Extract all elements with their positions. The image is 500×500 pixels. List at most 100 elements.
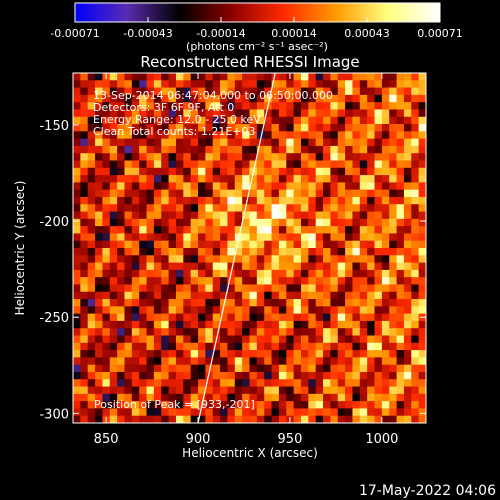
- heatmap-cell: [212, 284, 221, 293]
- heatmap-cell: [300, 226, 309, 234]
- heatmap-cell: [367, 73, 375, 81]
- heatmap-cell: [183, 102, 192, 110]
- heatmap-cell: [278, 415, 287, 423]
- heatmap-cell: [153, 124, 162, 132]
- heatmap-cell: [175, 124, 184, 132]
- heatmap-cell: [308, 196, 317, 205]
- heatmap-cell: [117, 277, 125, 285]
- heatmap-cell: [161, 299, 169, 307]
- heatmap-cell: [418, 306, 426, 315]
- heatmap-cell: [286, 160, 295, 169]
- heatmap-cell: [80, 211, 89, 220]
- heatmap-cell: [315, 138, 324, 147]
- heatmap-cell: [227, 124, 236, 132]
- heatmap-cell: [418, 371, 426, 380]
- heatmap-cell: [117, 335, 125, 344]
- heatmap-cell: [345, 291, 353, 300]
- heatmap-cell: [117, 175, 125, 183]
- heatmap-cell: [146, 175, 155, 183]
- heatmap-cell: [323, 80, 331, 88]
- heatmap-cell: [242, 393, 250, 402]
- heatmap-cell: [286, 313, 295, 322]
- heatmap-cell: [175, 226, 184, 234]
- heatmap-cell: [256, 284, 265, 293]
- heatmap-cell: [139, 167, 147, 176]
- heatmap-cell: [256, 371, 265, 380]
- heatmap-cell: [286, 204, 295, 212]
- heatmap-cell: [161, 262, 169, 271]
- heatmap-cell: [124, 196, 133, 205]
- heatmap-cell: [381, 73, 390, 81]
- heatmap-cell: [205, 218, 214, 227]
- heatmap-cell: [146, 357, 155, 366]
- heatmap-cell: [359, 124, 368, 132]
- heatmap-cell: [168, 357, 177, 366]
- heatmap-cell: [278, 335, 287, 344]
- heatmap-cell: [396, 145, 405, 154]
- heatmap-cell: [139, 262, 147, 271]
- heatmap-cell: [337, 131, 346, 140]
- heatmap-cell: [153, 145, 162, 154]
- heatmap-cell: [198, 102, 206, 110]
- heatmap-cell: [124, 204, 133, 212]
- heatmap-cell: [153, 211, 162, 220]
- heatmap-cell: [337, 109, 346, 118]
- heatmap-cell: [293, 175, 302, 183]
- heatmap-cell: [109, 299, 118, 307]
- heatmap-cell: [102, 124, 111, 132]
- heatmap-cell: [234, 357, 243, 366]
- heatmap-cell: [131, 248, 140, 256]
- heatmap-cell: [220, 335, 228, 344]
- heatmap-cell: [205, 415, 214, 423]
- heatmap-cell: [175, 386, 184, 395]
- heatmap-cell: [286, 393, 295, 402]
- heatmap-cell: [175, 131, 184, 140]
- heatmap-cell: [220, 153, 228, 161]
- heatmap-cell: [374, 211, 383, 220]
- heatmap-cell: [389, 189, 397, 198]
- heatmap-cell: [330, 211, 339, 220]
- heatmap-cell: [330, 415, 339, 423]
- heatmap-cell: [300, 306, 309, 315]
- heatmap-cell: [227, 160, 236, 169]
- heatmap-cell: [190, 393, 199, 402]
- heatmap-cell: [153, 350, 162, 358]
- heatmap-cell: [124, 189, 133, 198]
- heatmap-cell: [139, 145, 147, 154]
- heatmap-cell: [95, 167, 103, 176]
- heatmap-cell: [139, 299, 147, 307]
- heatmap-cell: [227, 291, 236, 300]
- heatmap-cell: [374, 284, 383, 293]
- heatmap-cell: [293, 218, 302, 227]
- heatmap-cell: [411, 240, 420, 249]
- heatmap-cell: [146, 116, 155, 125]
- heatmap-cell: [403, 218, 412, 227]
- x-tick-label: 950: [278, 432, 303, 447]
- heatmap-cell: [345, 233, 353, 242]
- heatmap-cell: [249, 204, 258, 212]
- heatmap-cell: [131, 306, 140, 315]
- heatmap-cell: [264, 189, 272, 198]
- heatmap-cell: [256, 73, 265, 81]
- heatmap-cell: [293, 350, 302, 358]
- heatmap-cell: [153, 189, 162, 198]
- heatmap-cell: [198, 328, 206, 336]
- heatmap-cell: [212, 342, 221, 351]
- heatmap-cell: [330, 204, 339, 212]
- heatmap-cell: [161, 167, 169, 176]
- heatmap-cell: [102, 401, 111, 409]
- heatmap-cell: [308, 73, 317, 81]
- heatmap-cell: [345, 415, 353, 423]
- heatmap-cell: [389, 342, 397, 351]
- heatmap-cell: [117, 87, 125, 96]
- heatmap-cell: [256, 131, 265, 140]
- heatmap-cell: [131, 364, 140, 373]
- heatmap-cell: [73, 189, 81, 198]
- heatmap-cell: [403, 160, 412, 169]
- heatmap-cells: [73, 73, 426, 423]
- heatmap-cell: [227, 182, 236, 191]
- heatmap-cell: [153, 94, 162, 103]
- heatmap-cell: [153, 218, 162, 227]
- heatmap-cell: [161, 415, 169, 423]
- heatmap-cell: [323, 204, 331, 212]
